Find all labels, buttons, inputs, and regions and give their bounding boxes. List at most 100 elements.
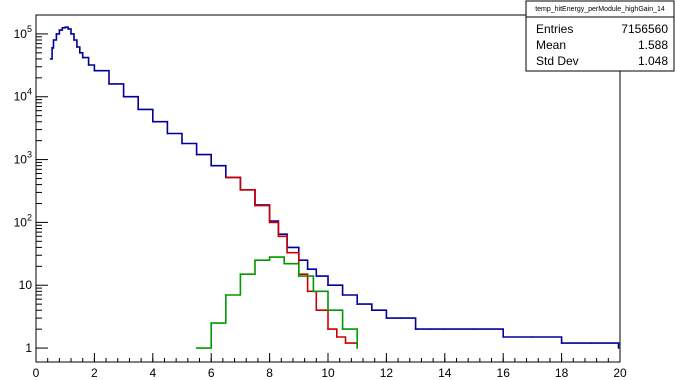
- y-tick-label: 102: [14, 212, 32, 229]
- stats-box-frame: [525, 0, 675, 72]
- series-0-point: [306, 268, 309, 270]
- y-tick-label: 1: [25, 341, 32, 355]
- series-0-point: [52, 39, 55, 41]
- series-0-point: [122, 95, 125, 98]
- y-tick-base: 1: [25, 341, 32, 355]
- series-0-point: [210, 164, 212, 167]
- x-tick-label: 2: [91, 366, 98, 380]
- series-0-point: [64, 26, 66, 28]
- series-1-point: [306, 290, 309, 293]
- series-2: [195, 256, 359, 349]
- x-tick-label: 18: [555, 366, 569, 380]
- series-0-point: [70, 33, 72, 35]
- y-tick-base: 10: [14, 153, 28, 167]
- series-0-point: [531, 336, 534, 338]
- series-0-point: [414, 328, 417, 330]
- y-tick-label: 104: [14, 87, 32, 104]
- series-1-point: [344, 342, 347, 344]
- x-tick-label: 0: [33, 366, 40, 380]
- series-0-point: [385, 317, 388, 319]
- series-0-point: [327, 284, 329, 287]
- series-0-point: [341, 294, 344, 296]
- series-0-point: [79, 52, 81, 54]
- series-2-point: [268, 256, 271, 258]
- y-tick-exponent: 2: [27, 212, 32, 222]
- series-1-point: [327, 328, 329, 330]
- series-1-point: [225, 176, 227, 179]
- series-2-point: [225, 294, 227, 296]
- series-0-point: [617, 347, 620, 349]
- series-2-point: [356, 347, 359, 349]
- series-0-point: [87, 64, 90, 66]
- series-0-point: [61, 27, 64, 29]
- series-2-point: [341, 328, 344, 330]
- y-tick-label: 103: [14, 150, 32, 167]
- series-0-point: [51, 47, 53, 49]
- stats-mean-label: Mean: [536, 38, 566, 52]
- series-0-line: [50, 26, 620, 349]
- series-0-point: [315, 275, 318, 277]
- y-tick-base: 10: [14, 215, 28, 229]
- series-0-point: [444, 328, 446, 330]
- series-0-point: [76, 46, 78, 48]
- series-0-point: [137, 108, 139, 111]
- series-0-point: [429, 328, 432, 330]
- series-1-point: [277, 235, 280, 238]
- x-tick-label: 20: [613, 366, 627, 380]
- series-2-point: [312, 290, 315, 293]
- y-tick-exponent: 4: [27, 87, 32, 97]
- stats-mean-value: 1.588: [638, 38, 668, 52]
- series-layer: [49, 26, 620, 349]
- x-axis: 0 2 4 6 8 10 12 14 16 18 20: [33, 353, 627, 380]
- series-2-point: [195, 347, 198, 349]
- x-tick-label: 4: [149, 366, 156, 380]
- series-0-point: [58, 29, 61, 31]
- x-tick-label: 12: [380, 366, 394, 380]
- y-tick-label: 105: [14, 24, 32, 41]
- series-1-point: [254, 204, 256, 207]
- series-0-point: [152, 120, 154, 123]
- series-0: [49, 26, 620, 349]
- series-0-point: [560, 342, 563, 344]
- series-0-point: [81, 56, 84, 59]
- series-1-point: [315, 309, 318, 312]
- series-0-point: [195, 153, 198, 156]
- stats-entries-value: 7156560: [621, 22, 668, 36]
- series-0-point: [356, 303, 359, 305]
- series-2-point: [254, 259, 256, 262]
- x-tick-label: 8: [266, 366, 273, 380]
- x-tick-label: 10: [321, 366, 335, 380]
- series-0-point: [93, 69, 96, 72]
- series-0-point: [400, 317, 402, 319]
- y-tick-exponent: 5: [27, 24, 32, 34]
- series-0-point: [371, 309, 373, 312]
- series-2-point: [327, 309, 329, 312]
- series-0-point: [49, 58, 52, 60]
- y-tick-base: 10: [19, 278, 33, 292]
- y-tick-base: 10: [14, 90, 28, 104]
- series-2-line: [196, 256, 358, 349]
- stats-box-title: temp_hitEnergy_perModule_highGain_14: [535, 6, 665, 13]
- series-0-point: [108, 83, 110, 85]
- stats-box: temp_hitEnergy_perModule_highGain_14 Ent…: [525, 0, 675, 72]
- series-1-point: [286, 251, 288, 254]
- x-tick-label: 14: [438, 366, 452, 380]
- y-tick-base: 10: [14, 27, 28, 41]
- x-tick-label: 16: [497, 366, 511, 380]
- series-0-point: [166, 132, 169, 135]
- stats-stddev-label: Std Dev: [536, 54, 579, 68]
- y-tick-label: 10: [19, 278, 33, 292]
- series-0-point: [67, 28, 69, 30]
- series-0-point: [502, 336, 505, 338]
- series-1-point: [335, 336, 338, 338]
- series-1-point: [268, 221, 271, 224]
- stats-stddev-value: 1.048: [638, 54, 668, 68]
- y-tick-exponent: 3: [27, 150, 32, 160]
- series-2-point: [298, 275, 300, 277]
- series-2-point: [283, 262, 286, 265]
- x-tick-label: 6: [208, 366, 215, 380]
- series-2-point: [210, 322, 212, 324]
- series-2-point: [239, 273, 242, 275]
